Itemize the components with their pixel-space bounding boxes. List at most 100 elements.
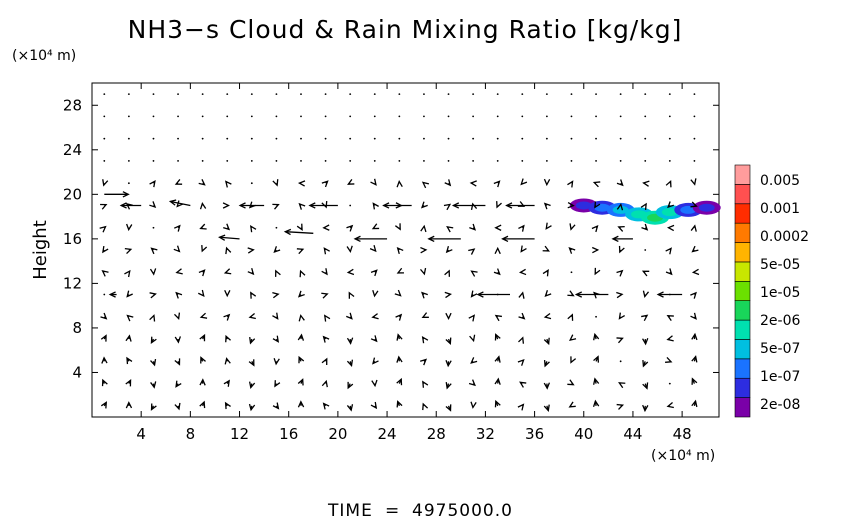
wind-vector-small: [493, 268, 501, 276]
vector-dot: [152, 137, 155, 140]
vector-dot: [668, 93, 671, 96]
vector-dot: [496, 160, 499, 162]
vector-dot: [152, 160, 155, 162]
vector-dot: [324, 137, 327, 140]
wind-vector: [283, 228, 314, 236]
wind-vector-small: [100, 334, 107, 342]
wind-vector-small: [322, 224, 330, 231]
wind-vector-small: [665, 179, 672, 188]
wind-vector-small: [420, 358, 428, 366]
wind-vector-small: [568, 247, 576, 254]
colorbar-label: 0.0002: [760, 229, 809, 245]
vector-dot: [152, 115, 155, 118]
wind-vector-small: [347, 178, 355, 185]
wind-vector-small: [296, 223, 303, 231]
y-axis-ticks: 4 8 12 16 20 24 28: [63, 96, 719, 381]
wind-vector-small: [592, 399, 600, 408]
vector-dot: [324, 93, 327, 96]
wind-vector-small: [297, 333, 305, 341]
wind-vector-small: [616, 337, 624, 344]
y-unit-label: (×10⁴ m): [12, 48, 76, 64]
vector-dot: [177, 115, 179, 118]
wind-vector-small: [223, 223, 231, 231]
wind-vector-small: [175, 268, 183, 275]
wind-vector-small: [496, 201, 502, 209]
vector-dot: [398, 115, 401, 118]
wind-vector-small: [174, 358, 181, 366]
vector-dot: [595, 93, 597, 96]
wind-vector-small: [420, 267, 427, 276]
wind-vector-small: [470, 401, 477, 409]
vector-dot: [595, 315, 597, 318]
wind-vector-small: [273, 246, 281, 254]
x-tick-label: 4: [136, 425, 146, 443]
vector-dot: [103, 137, 106, 140]
wind-vector-small: [297, 400, 305, 408]
vector-dot: [545, 137, 548, 140]
wind-vector-small: [273, 358, 280, 366]
vector-dot: [668, 137, 671, 140]
vector-dot: [127, 137, 130, 140]
vector-dot: [570, 160, 573, 162]
vector-dot: [103, 293, 106, 296]
vector-dot: [127, 93, 130, 96]
wind-vector-small: [371, 313, 379, 320]
vector-dot: [177, 93, 179, 96]
wind-vector-small: [174, 179, 183, 185]
vector-dot: [447, 160, 450, 162]
wind-vector-small: [691, 355, 698, 363]
x-unit-label: (×10⁴ m): [651, 448, 715, 464]
x-tick-label: 48: [673, 425, 692, 443]
wind-vector-small: [494, 355, 501, 363]
vector-dot: [152, 93, 155, 96]
vector-dot: [521, 160, 524, 162]
vector-dot: [373, 137, 376, 140]
colorbar-label: 1e-07: [760, 369, 800, 385]
vector-dot: [668, 382, 671, 385]
wind-vector-small: [642, 180, 650, 187]
vector-dot: [447, 137, 450, 140]
wind-vector-small: [422, 380, 429, 388]
vector-dot: [201, 93, 204, 96]
vector-dot: [668, 160, 671, 162]
time-footer: TIME = 4975000.0: [327, 501, 512, 519]
wind-vector-small: [322, 402, 330, 410]
wind-vector-small: [348, 291, 355, 299]
vector-dot: [595, 137, 597, 140]
wind-vector-small: [346, 404, 354, 412]
colorbar-cell: [734, 184, 751, 205]
plot-frame: [91, 82, 720, 418]
wind-vector-small: [422, 402, 429, 411]
vector-dot: [250, 160, 253, 162]
wind-vector-small: [446, 225, 454, 233]
x-tick-label: 32: [476, 425, 495, 443]
colorbar: 0.005 0.001 0.0002 5e-05 1e-05 2e-06 5e-07 1e-0…: [734, 164, 809, 418]
vector-dot: [349, 137, 352, 140]
x-tick-label: 12: [230, 425, 249, 443]
wind-vector-small: [592, 181, 601, 188]
vector-dot: [644, 115, 647, 118]
wind-vector-small: [543, 202, 551, 210]
wind-vector-small: [690, 291, 697, 299]
wind-vector: [218, 234, 240, 241]
wind-vector-small: [570, 356, 577, 364]
wind-vector-small: [394, 289, 402, 297]
y-tick-label: 12: [63, 274, 82, 292]
x-tick-label: 44: [623, 425, 642, 443]
wind-vector: [476, 291, 510, 298]
vector-dot: [570, 271, 573, 274]
mixing-ratio-field: [569, 198, 721, 225]
wind-vector-small: [518, 291, 525, 299]
wind-vector: [104, 191, 130, 198]
wind-vector-small: [297, 290, 305, 298]
wind-vector-small: [99, 225, 107, 233]
wind-vector-small: [616, 291, 624, 299]
vector-dot: [250, 93, 253, 96]
wind-vector-small: [199, 312, 208, 319]
vector-dot: [644, 137, 647, 140]
colorbar-cell: [734, 300, 751, 321]
wind-vector-small: [691, 377, 698, 385]
wind-vector-small: [346, 245, 353, 253]
wind-vector-small: [517, 358, 525, 366]
